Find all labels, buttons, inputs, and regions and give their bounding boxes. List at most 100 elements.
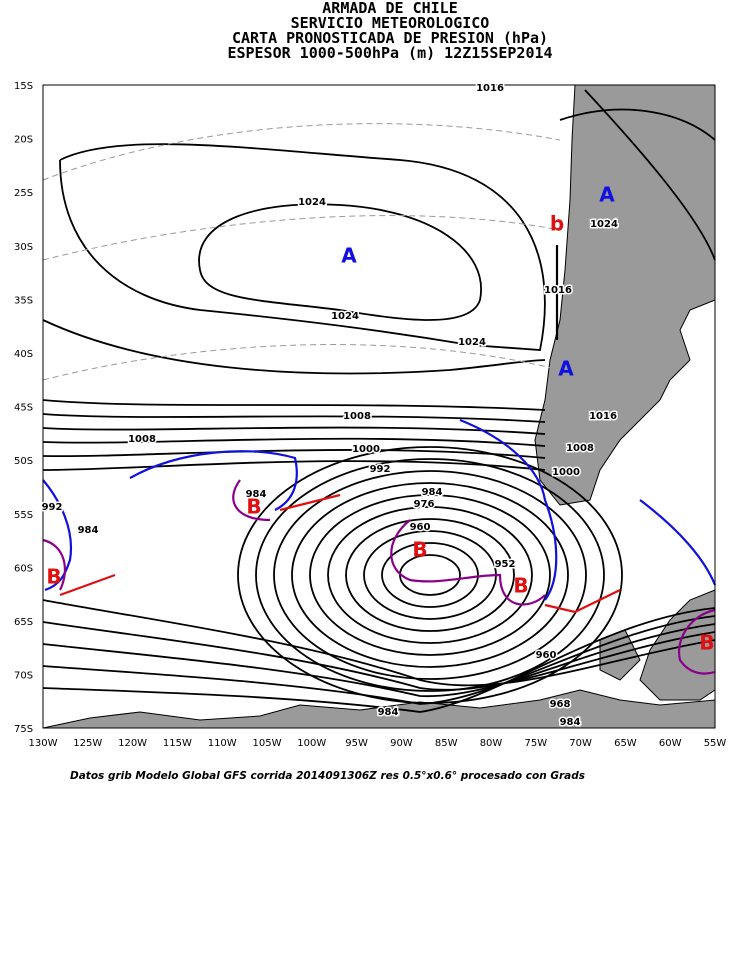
isobar: [42, 621, 716, 691]
isobar-label: 1000: [552, 467, 580, 478]
isobar-label: 976: [414, 499, 435, 510]
latitude-label: 70S: [14, 671, 33, 682]
latitude-label: 75S: [14, 724, 33, 735]
latitude-label: 65S: [14, 617, 33, 628]
isobar: [559, 108, 716, 141]
isobar-label: 968: [550, 699, 571, 710]
thickness-lines: [42, 123, 561, 381]
isobar-label: 1024: [298, 197, 326, 208]
longitude-label: 65W: [614, 738, 637, 749]
longitude-label: 95W: [345, 738, 368, 749]
low-center: B: [699, 631, 714, 655]
isobar-label: 1024: [458, 337, 486, 348]
isobar: [255, 458, 605, 692]
longitude-label: 60W: [659, 738, 682, 749]
isobar-label: 1016: [544, 285, 572, 296]
longitude-label: 100W: [297, 738, 326, 749]
latitude-label: 50S: [14, 456, 33, 467]
header-line: CARTA PRONOSTICADA DE PRESION (hPa): [232, 29, 548, 47]
high-center: A: [558, 357, 574, 381]
isobar: [399, 554, 461, 596]
header-line: SERVICIO METEOROLOGICO: [291, 14, 490, 32]
longitude-label: 105W: [253, 738, 282, 749]
high-center: A: [341, 244, 357, 268]
isobar: [198, 203, 482, 321]
isobar: [584, 89, 716, 261]
latitude-label: 35S: [14, 295, 33, 306]
longitude-label: 75W: [524, 738, 547, 749]
longitude-label: 110W: [208, 738, 237, 749]
longitude-label: 115W: [163, 738, 192, 749]
isobar-label: 952: [495, 559, 516, 570]
isobar: [345, 518, 515, 632]
isobar-labels: 1016 1024 1024 1016 1024 1024 1008 1016 1008 1000…: [40, 82, 619, 730]
isobar-label: 1016: [476, 83, 504, 94]
header-line: ESPESOR 1000-500hPa (m) 12Z15SEP2014: [227, 44, 552, 62]
low-center: B: [46, 565, 61, 589]
pressure-centers: A A A B B B B Bb: [46, 183, 714, 655]
longitude-label: 80W: [480, 738, 503, 749]
isobar-label: 984: [560, 717, 581, 728]
isobar: [42, 437, 546, 447]
latitude-label: 20S: [14, 135, 33, 146]
isobar-label: 984: [246, 489, 267, 500]
isobar-label: 960: [410, 522, 431, 533]
land: [42, 84, 716, 729]
longitude-label: 120W: [118, 738, 147, 749]
isobar: [42, 623, 716, 697]
isobar-label: 1008: [128, 434, 156, 445]
header-line: ARMADA DE CHILE: [322, 0, 457, 17]
isobar: [237, 446, 623, 704]
longitude-label: 85W: [435, 738, 458, 749]
isobar: [42, 399, 546, 411]
longitude-label: 125W: [73, 738, 102, 749]
isobars: [42, 89, 716, 713]
isobar-label: 1024: [331, 311, 359, 322]
isobar: [327, 506, 533, 644]
isobar-label: 1008: [566, 443, 594, 454]
low-center: B: [513, 574, 528, 598]
isobar-label: 1024: [590, 219, 618, 230]
isobar-label: 1000: [352, 444, 380, 455]
latitude-label: 15S: [14, 81, 33, 92]
isobar: [59, 143, 546, 351]
high-center: A: [599, 183, 615, 207]
latitude-labels: 15S 20S 25S 30S 35S 40S 45S 50S 55S 60S 65S 70S 75S: [14, 81, 33, 735]
longitude-label: 130W: [29, 738, 58, 749]
isobar-label: 1016: [589, 411, 617, 422]
isobar: [42, 599, 716, 687]
longitude-labels: 130W 125W 120W 115W 110W 105W 100W 95W 90W 85W 80W…: [29, 738, 727, 749]
longitude-label: 90W: [390, 738, 413, 749]
latitude-label: 60S: [14, 563, 33, 574]
low-center: B: [246, 495, 261, 519]
isobar: [291, 482, 569, 668]
latitude-label: 25S: [14, 188, 33, 199]
isobar: [363, 530, 497, 620]
isobar-label: 992: [42, 502, 63, 513]
longitude-label: 55W: [704, 738, 727, 749]
latitude-label: 40S: [14, 349, 33, 360]
fronts: [42, 245, 717, 675]
isobar: [42, 319, 546, 375]
latitude-label: 45S: [14, 403, 33, 414]
isobar-label: 1008: [343, 411, 371, 422]
map-frame: [42, 84, 716, 729]
isobar: [42, 460, 546, 471]
low-center: B: [412, 538, 427, 562]
isobar: [42, 413, 546, 423]
isobar: [42, 607, 716, 713]
isobar-label: 984: [378, 707, 399, 718]
isobar: [42, 426, 546, 435]
isobar-label: 992: [370, 464, 391, 475]
isobar-label: 984: [78, 525, 99, 536]
isobar: [309, 494, 551, 656]
isobar: [42, 615, 716, 705]
footer: Datos grib Modelo Global GFS corrida 201…: [70, 770, 585, 782]
isobar: [381, 542, 479, 608]
latitude-label: 55S: [14, 510, 33, 521]
minor-low: b: [550, 212, 564, 236]
isobar: [273, 470, 587, 680]
longitude-label: 70W: [569, 738, 592, 749]
